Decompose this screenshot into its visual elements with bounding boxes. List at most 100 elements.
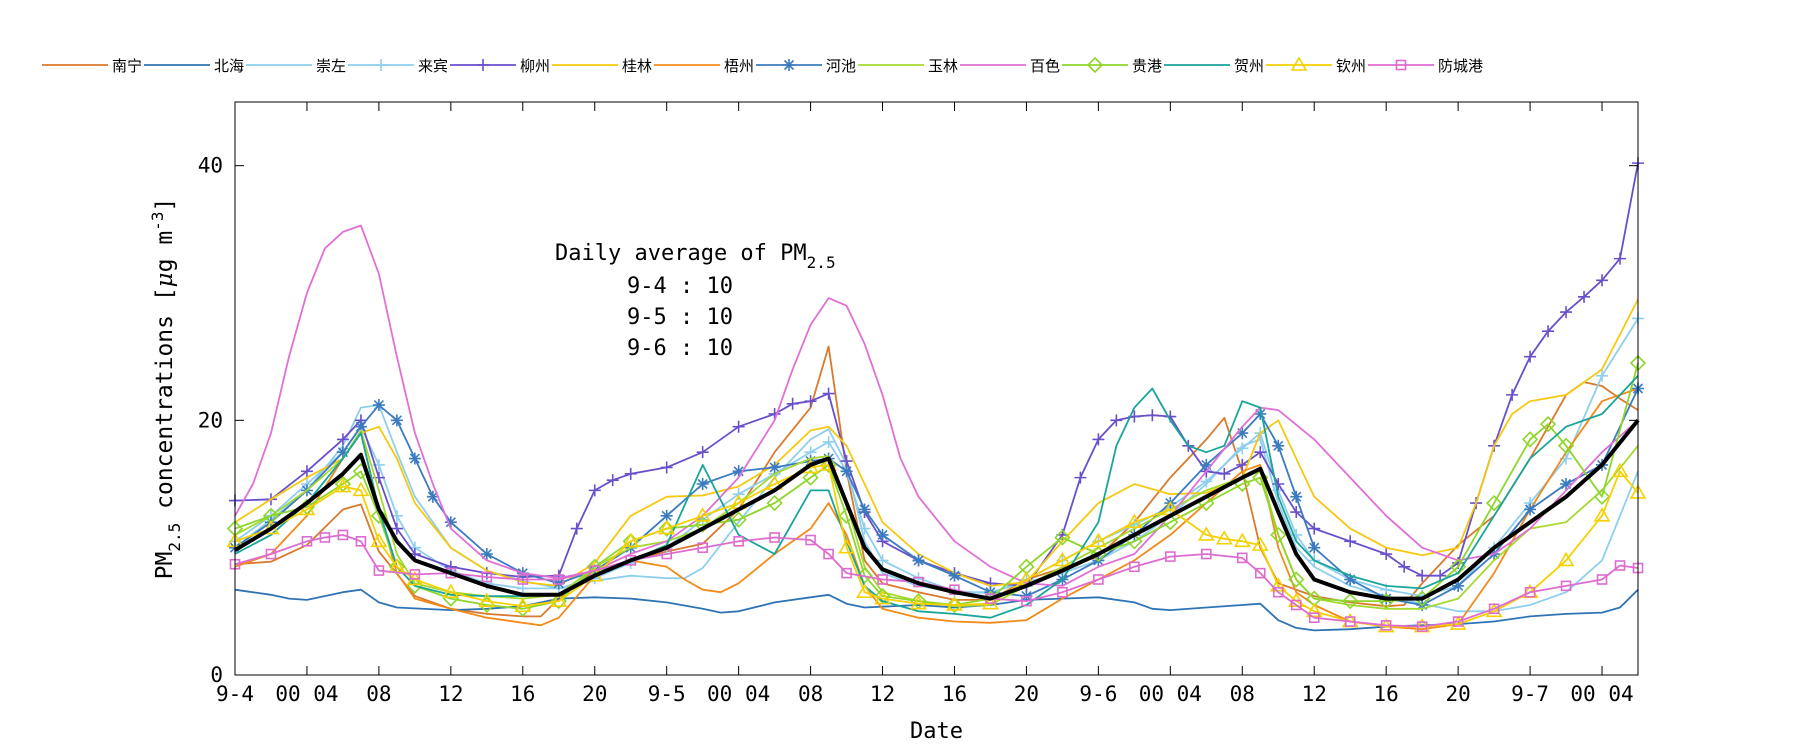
legend-label: 百色: [1030, 57, 1060, 75]
data-point-marker: [822, 387, 835, 400]
data-point-marker: [336, 433, 349, 446]
data-point-marker: [1236, 552, 1248, 564]
series-line: [234, 464, 1639, 628]
data-point-marker: [910, 595, 927, 610]
data-point-marker: [1254, 407, 1267, 420]
data-point-marker: [1215, 530, 1233, 545]
data-point-marker: [480, 548, 493, 561]
legend-label: 贵港: [1132, 57, 1162, 75]
series-line: [234, 298, 1639, 587]
legend-item: 梧州: [654, 57, 754, 75]
data-point-marker: [298, 500, 316, 516]
data-point-marker: [336, 446, 349, 459]
data-point-marker: [696, 446, 709, 459]
data-point-marker: [1290, 506, 1303, 519]
data-point-marker: [354, 420, 367, 433]
data-point-marker: [1596, 574, 1608, 585]
legend-label: 玉林: [928, 57, 958, 75]
series-average: [233, 419, 1640, 601]
data-point-marker: [694, 516, 711, 533]
data-point-marker: [841, 567, 852, 579]
data-point-marker: [370, 532, 388, 548]
data-point-marker: [1344, 616, 1356, 627]
data-point-marker: [1521, 431, 1539, 448]
data-point-marker: [766, 494, 783, 512]
data-point-marker: [1342, 593, 1359, 610]
data-point-marker: [481, 571, 493, 583]
plot-area: 0 20 40 9-4 00 04 08 12 16 20 9-5 00 04 08 12 16 20 9-6…: [198, 101, 1647, 706]
data-point-marker: [1089, 532, 1107, 548]
legend-item: 崇左: [246, 57, 346, 75]
daily-average-annotation: Daily average of PM2.59-4 : 109-5 : 109-…: [555, 241, 836, 361]
data-point-marker: [730, 511, 747, 528]
data-point-marker: [946, 596, 963, 614]
data-point-marker: [1254, 567, 1266, 579]
series-5: [234, 298, 1639, 587]
legend-marker: [375, 59, 387, 71]
y-axis-label-post: ]: [152, 198, 178, 212]
x-tick-label: 9-6: [1079, 682, 1117, 706]
data-point-marker: [856, 583, 873, 599]
data-point-marker: [319, 532, 331, 543]
annotation-line: 9-6 : 10: [627, 336, 733, 361]
data-point-marker: [373, 565, 385, 576]
data-point-marker: [1485, 494, 1503, 512]
x-tick-label: 00 04: [707, 682, 770, 706]
data-point-marker: [1524, 586, 1536, 598]
legend-label: 梧州: [724, 57, 754, 75]
y-axis-label-text: PM2.5 concentrations [μg m-3]: [148, 198, 184, 580]
data-point-marker: [1288, 571, 1305, 588]
data-point-marker: [823, 548, 834, 560]
data-point-marker: [948, 569, 961, 582]
data-point-marker: [732, 420, 745, 433]
series-line: [234, 404, 1639, 613]
data-point-marker: [1236, 458, 1249, 471]
data-point-marker: [606, 474, 619, 487]
data-point-marker: [1197, 526, 1215, 541]
data-point-marker: [444, 516, 457, 529]
series-10: [226, 354, 1647, 617]
data-point-marker: [370, 507, 388, 524]
data-point-marker: [1596, 274, 1609, 287]
data-point-marker: [660, 461, 673, 474]
legend-label: 河池: [826, 57, 856, 75]
data-point-marker: [588, 484, 601, 497]
data-point-marker: [1129, 561, 1140, 573]
axes-box: [234, 101, 1639, 676]
x-tick-label: 08: [798, 682, 823, 706]
data-point-marker: [553, 574, 565, 585]
data-point-marker: [372, 399, 385, 412]
x-tick-label: 20: [1014, 682, 1039, 706]
data-point-marker: [624, 467, 637, 480]
y-tick-label: 20: [198, 408, 223, 432]
ticks-layer: 0 20 40 9-4 00 04 08 12 16 20 9-5 00 04 08 12 16 20 9-6…: [198, 102, 1638, 706]
x-tick-label: 00 04: [1139, 682, 1202, 706]
data-point-marker: [1434, 569, 1447, 582]
data-point-marker: [406, 577, 424, 594]
x-tick-label: 16: [1374, 682, 1399, 706]
data-point-marker: [876, 528, 889, 541]
data-point-marker: [1290, 599, 1302, 611]
legend-label: 柳州: [520, 57, 550, 75]
data-point-marker: [265, 548, 277, 560]
data-point-marker: [570, 522, 583, 535]
data-point-marker: [514, 597, 532, 613]
legend-label: 贺州: [1234, 57, 1264, 75]
data-point-marker: [1272, 439, 1285, 452]
series-8: [234, 429, 1639, 610]
data-point-marker: [1593, 488, 1611, 505]
data-point-marker: [408, 452, 421, 465]
data-point-marker: [786, 397, 799, 410]
data-point-marker: [1236, 442, 1249, 455]
annotation-title-sub: 2.5: [807, 253, 836, 272]
y-axis-label-sub: 2.5: [165, 523, 184, 552]
data-point-marker: [1270, 526, 1287, 544]
legend-marker: [1395, 59, 1407, 71]
legend-marker: [783, 59, 795, 71]
data-point-marker: [1272, 586, 1284, 598]
x-tick-label: 08: [366, 682, 391, 706]
legend-label: 桂林: [622, 57, 652, 75]
data-point-marker: [838, 539, 855, 554]
chart-legend: 南宁 北海 崇左 来宾 柳州 桂林 梧州 河池 玉林 百色 贵港 贺州 钦州 防城港: [42, 56, 1483, 75]
x-tick-label: 12: [1302, 682, 1327, 706]
